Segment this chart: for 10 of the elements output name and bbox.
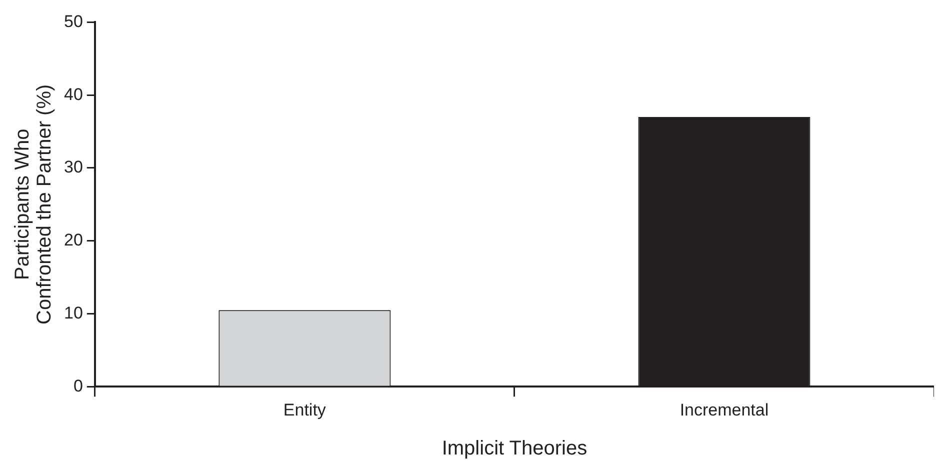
- x-tick-label: Incremental: [680, 400, 769, 420]
- y-tick-label: 50: [64, 12, 83, 31]
- y-tick-label: 20: [64, 230, 83, 250]
- y-tick-label: 40: [64, 84, 83, 104]
- y-tick-label: 10: [64, 303, 83, 322]
- y-tick-label: 0: [73, 376, 83, 396]
- x-axis-title: Implicit Theories: [442, 438, 588, 460]
- y-tick-label: 30: [64, 158, 83, 177]
- x-tick-label: Entity: [283, 400, 326, 420]
- y-axis-title: Participants Who Confronted the Partner (%): [12, 84, 56, 324]
